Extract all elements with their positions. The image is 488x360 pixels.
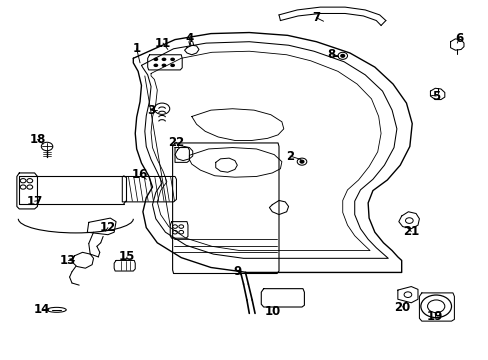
Text: 3: 3 <box>147 104 155 117</box>
Circle shape <box>170 58 175 61</box>
Text: 7: 7 <box>312 11 320 24</box>
Text: 11: 11 <box>155 37 171 50</box>
Text: 5: 5 <box>431 90 439 103</box>
Circle shape <box>340 54 344 57</box>
Text: 9: 9 <box>233 265 241 278</box>
Text: 16: 16 <box>132 168 148 181</box>
Circle shape <box>161 64 166 67</box>
Text: 12: 12 <box>100 221 116 234</box>
Text: 18: 18 <box>29 133 45 146</box>
Text: 1: 1 <box>132 42 141 55</box>
Text: 21: 21 <box>402 225 419 238</box>
Text: 14: 14 <box>34 303 50 316</box>
Circle shape <box>153 58 158 61</box>
Text: 19: 19 <box>426 310 443 323</box>
Circle shape <box>170 64 175 67</box>
Text: 20: 20 <box>394 301 410 314</box>
Circle shape <box>300 160 304 163</box>
Circle shape <box>161 58 166 61</box>
Circle shape <box>153 64 158 67</box>
Text: 17: 17 <box>26 195 42 208</box>
Text: 4: 4 <box>185 32 193 45</box>
Text: 13: 13 <box>60 254 76 267</box>
Text: 22: 22 <box>168 136 184 149</box>
Text: 15: 15 <box>119 251 135 264</box>
Text: 2: 2 <box>285 149 293 162</box>
Text: 8: 8 <box>327 48 335 61</box>
Text: 10: 10 <box>264 305 281 318</box>
Text: 6: 6 <box>454 32 462 45</box>
